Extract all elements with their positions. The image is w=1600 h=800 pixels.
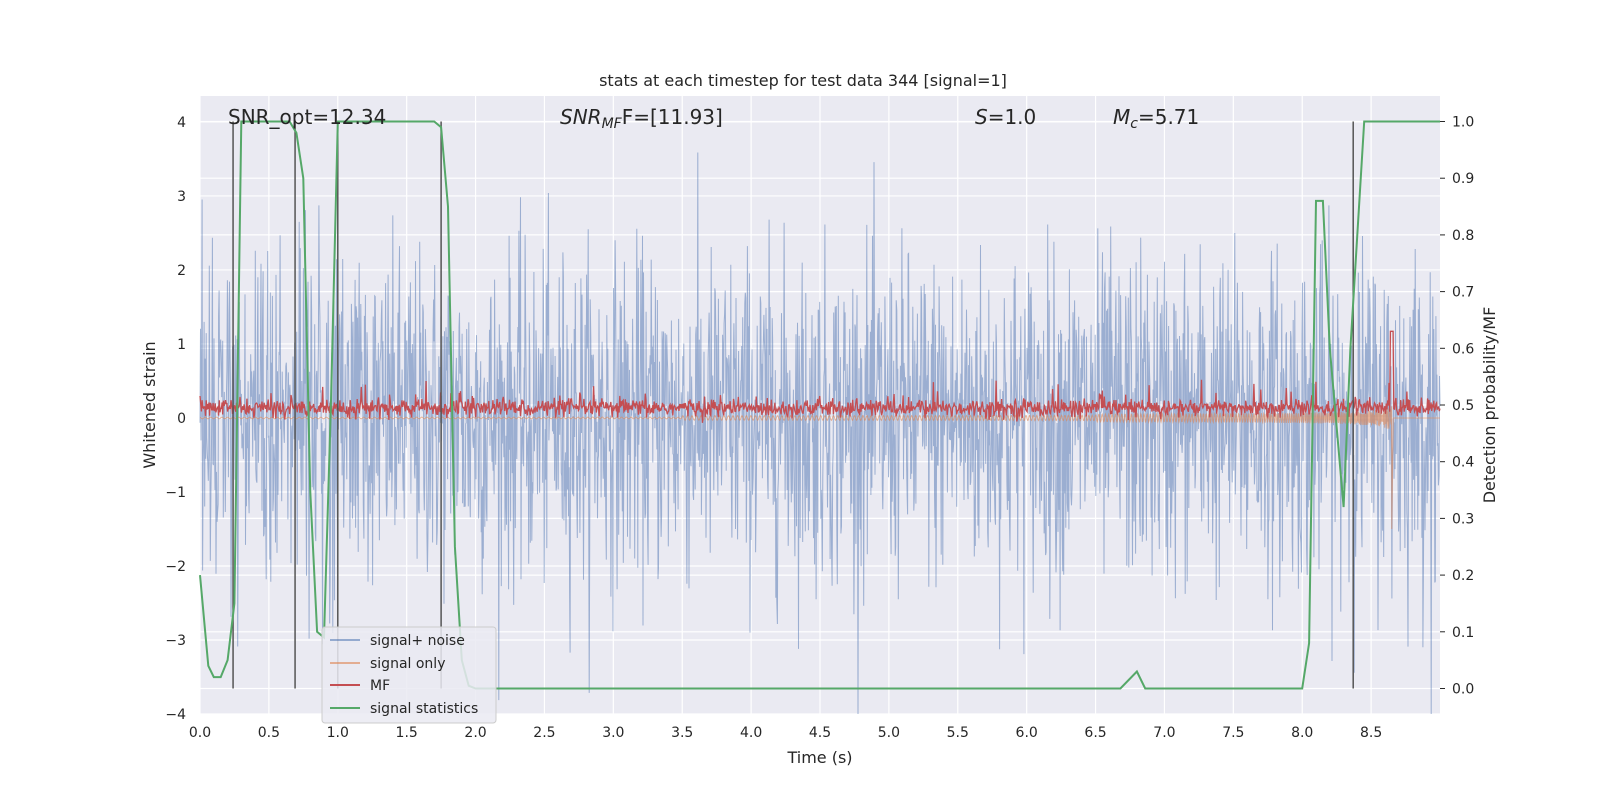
- x-tick-label: 5.0: [878, 725, 900, 741]
- annotation-s: S=1.0: [975, 105, 1036, 129]
- detection-vertical-lines: [232, 121, 1354, 689]
- x-tick-label: 3.0: [602, 725, 624, 741]
- annotation-snr-opt: SNR_opt=12.34: [228, 105, 386, 129]
- y-tick-label: −4: [165, 707, 186, 723]
- s-symbol: S: [975, 105, 988, 129]
- x-tick-label: 8.0: [1291, 725, 1313, 741]
- mc-subscript: c: [1130, 116, 1138, 132]
- legend-box: [321, 626, 497, 724]
- legend-label-signal-statistics: signal statistics: [370, 701, 478, 717]
- y-tick-label: 2: [177, 263, 186, 279]
- y-tick-label: 1: [177, 337, 186, 353]
- y2-tick-label: 1.0: [1452, 115, 1474, 131]
- x-tick-label: 8.5: [1360, 725, 1382, 741]
- chart-title: stats at each timestep for test data 344…: [599, 71, 1007, 90]
- snr-mf-value: F=[11.93]: [622, 105, 723, 129]
- x-tick-label: 0.0: [189, 725, 211, 741]
- legend-label-signal-noise: signal+ noise: [370, 633, 465, 649]
- x-tick-label: 4.0: [740, 725, 762, 741]
- snr-mf-subscript: MF: [602, 116, 623, 132]
- series-mf: [199, 330, 1441, 423]
- y-tick-label: 3: [177, 189, 186, 205]
- annotation-mc: Mc=5.71: [1113, 105, 1199, 132]
- x-tick-label: 1.5: [396, 725, 418, 741]
- y-tick-label: −3: [165, 633, 186, 649]
- annotation-snr-mf: SNRMFF=[11.93]: [560, 105, 723, 132]
- legend: signal+ noise signal only MF signal stat…: [321, 626, 497, 724]
- signal-statistics-line: [199, 120, 1440, 690]
- x-tick-label: 2.5: [533, 725, 555, 741]
- mc-symbol: M: [1113, 105, 1130, 129]
- x-tick-label: 6.5: [1084, 725, 1106, 741]
- series-signal-noise: [199, 152, 1441, 715]
- y-axis-label: Whitened strain: [140, 341, 159, 468]
- x-tick-label: 7.5: [1222, 725, 1244, 741]
- mf-line: [199, 330, 1441, 423]
- legend-label-signal-only: signal only: [370, 656, 445, 672]
- y-axis-ticks: 4 3 2 1 0 −1 −2 −3 −4: [165, 115, 186, 723]
- x-axis-ticks: 0.0 0.5 1.0 1.5 2.0 2.5 3.0 3.5 4.0 4.5 5.0 5.5 6.0 6…: [189, 725, 1382, 741]
- signal-noise-line: [199, 152, 1441, 715]
- snr-mf-symbol: SNR: [560, 105, 602, 129]
- mc-value: =5.71: [1138, 105, 1199, 129]
- series-signal-statistics: [199, 120, 1440, 690]
- y2-tick-label: 0.9: [1452, 171, 1474, 187]
- y-tick-label: 4: [177, 115, 186, 131]
- y2-tick-label: 0.5: [1452, 398, 1474, 414]
- y2-tick-label: 0.6: [1452, 341, 1474, 357]
- x-tick-label: 1.0: [327, 725, 349, 741]
- y2-tick-label: 0.8: [1452, 228, 1474, 244]
- y2-tick-label: 0.2: [1452, 568, 1474, 584]
- y2-axis-label: Detection probability/MF: [1480, 307, 1499, 504]
- y-tick-label: −1: [165, 485, 186, 501]
- y2-tick-label: 0.4: [1452, 455, 1474, 471]
- x-tick-label: 2.0: [464, 725, 486, 741]
- y-tick-label: −2: [165, 559, 186, 575]
- y-tick-label: 0: [177, 411, 186, 427]
- legend-label-mf: MF: [370, 678, 390, 694]
- y2-tick-label: 0.3: [1452, 511, 1474, 527]
- x-tick-label: 5.5: [947, 725, 969, 741]
- x-tick-label: 7.0: [1153, 725, 1175, 741]
- x-tick-label: 6.0: [1016, 725, 1038, 741]
- series-signal-only: [199, 406, 1440, 530]
- signal-only-line: [199, 406, 1440, 530]
- x-tick-label: 3.5: [671, 725, 693, 741]
- x-axis-label: Time (s): [786, 748, 852, 767]
- s-value: =1.0: [988, 105, 1037, 129]
- y2-tick-label: 0.0: [1452, 681, 1474, 697]
- x-tick-label: 0.5: [258, 725, 280, 741]
- y2-axis-ticks: 1.0 0.9 0.8 0.7 0.6 0.5 0.4 0.3 0.2 0.1 0.0: [1440, 115, 1474, 697]
- y2-tick-label: 0.1: [1452, 625, 1474, 641]
- y2-tick-label: 0.7: [1452, 285, 1474, 301]
- x-tick-label: 4.5: [809, 725, 831, 741]
